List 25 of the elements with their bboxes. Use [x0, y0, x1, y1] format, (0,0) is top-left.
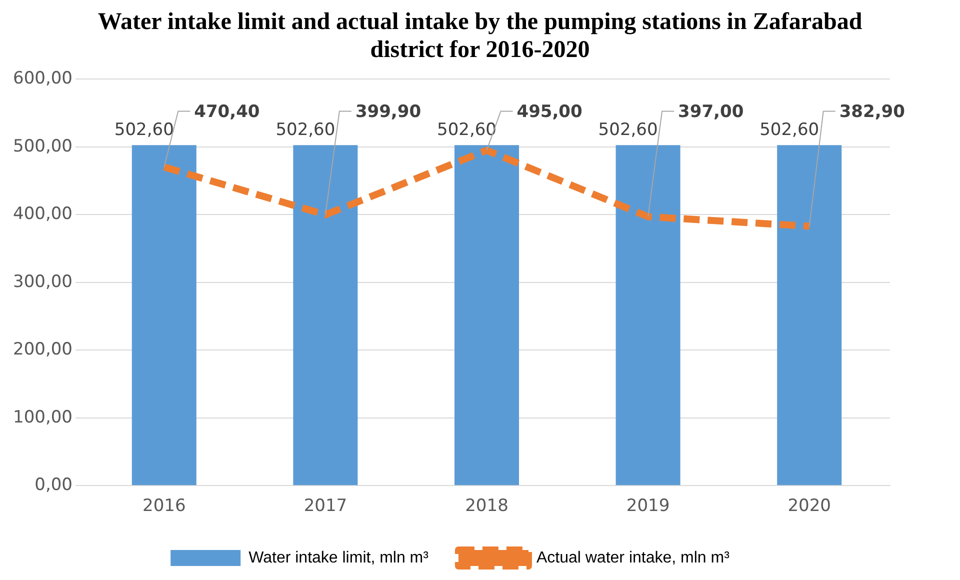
legend-label: Actual water intake, mln m³: [536, 549, 730, 566]
x-tick-label: 2020: [788, 496, 831, 516]
x-tick-label: 2018: [465, 496, 508, 516]
legend-label: Water intake limit, mln m³: [248, 549, 430, 566]
x-tick-label: 2017: [304, 496, 348, 516]
y-tick-label: 200,00: [13, 340, 72, 360]
data-label: 470,40: [194, 102, 260, 122]
x-tick-label: 2019: [626, 496, 670, 516]
data-label: 502,60: [760, 120, 820, 140]
y-tick-label: 0,00: [34, 475, 72, 496]
data-label: 397,00: [678, 102, 744, 122]
x-tick-label: 2016: [142, 496, 186, 516]
y-tick-label: 600,00: [13, 68, 72, 89]
y-tick-label: 100,00: [13, 407, 72, 428]
data-label: 502,60: [598, 120, 658, 140]
data-label: 502,60: [437, 120, 496, 140]
data-label: 382,90: [839, 102, 906, 122]
data-label: 399,90: [355, 102, 422, 122]
data-label: 502,60: [276, 120, 336, 140]
chart-title: Water intake limit and actual intake by the pumping stations in Zafarabad district for 2016-2020: [96, 8, 864, 64]
data-label: 502,60: [114, 120, 174, 140]
data-label: 495,00: [516, 102, 583, 122]
y-tick-label: 300,00: [13, 272, 72, 292]
y-tick-label: 500,00: [13, 136, 72, 156]
y-tick-label: 400,00: [13, 204, 72, 224]
